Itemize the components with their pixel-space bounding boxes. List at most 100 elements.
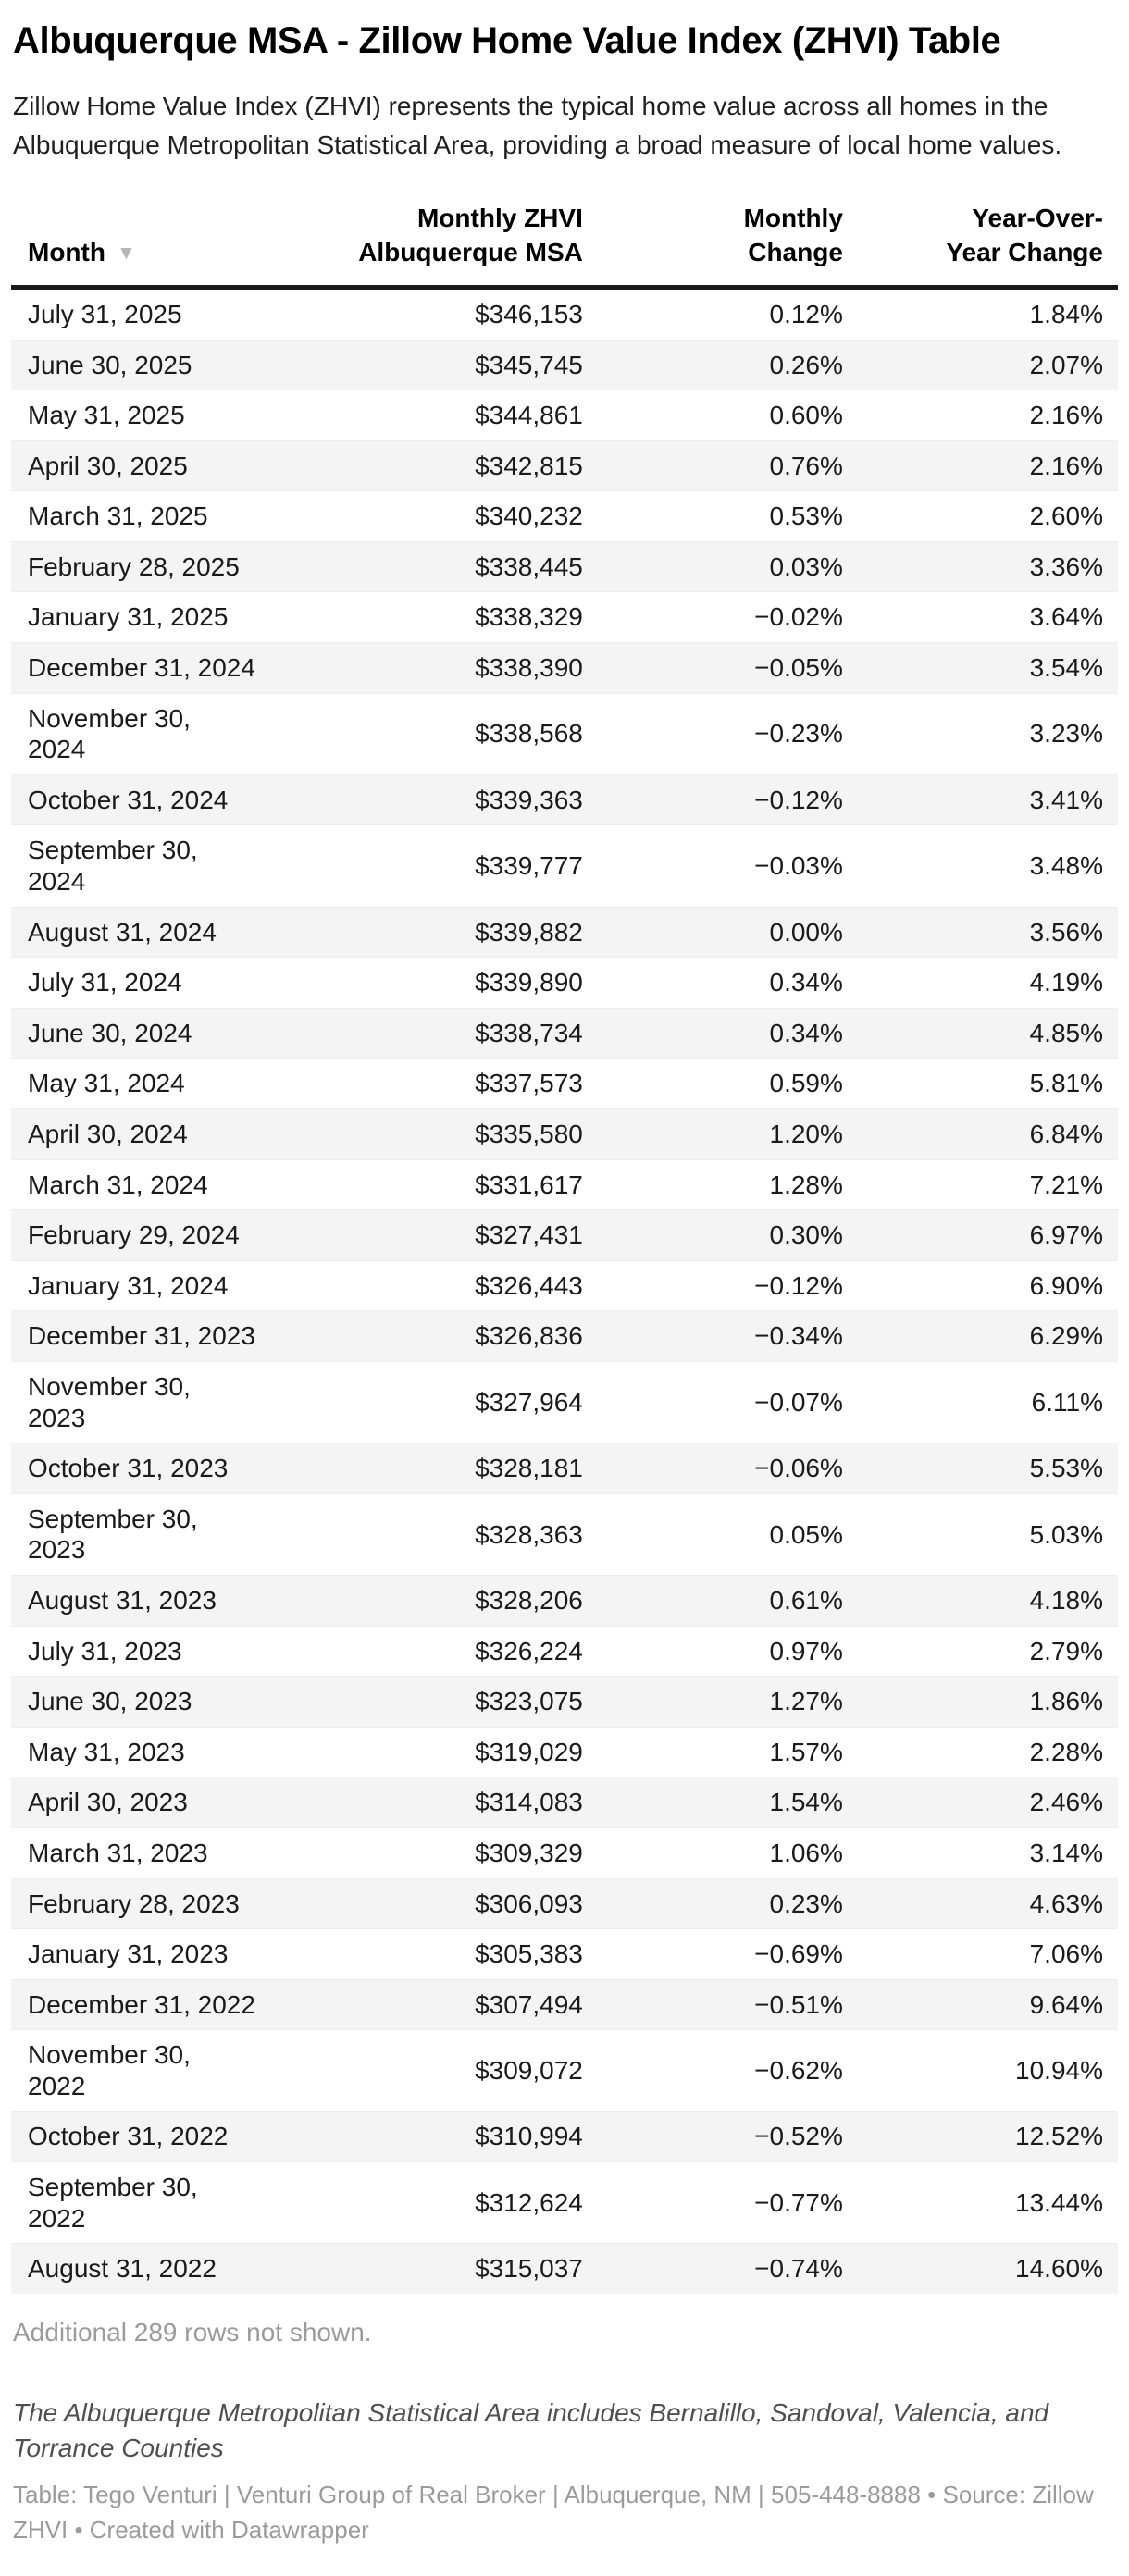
table-row: May 31, 2024 $337,573 0.59% 5.81% [11,1058,1118,1109]
month-cell: March 31, 2024 [28,1170,208,1199]
month-cell: April 30, 2025 [28,451,188,480]
column-header-monthly-change[interactable]: Monthly Change [597,196,858,290]
zhvi-cell: $327,964 [475,1387,583,1417]
month-cell: August 31, 2024 [28,917,217,947]
zhvi-cell: $344,861 [475,401,583,430]
monthly-change-cell: −0.03% [754,851,843,881]
zhvi-cell: $346,153 [475,299,583,328]
month-cell: December 31, 2024 [28,653,255,683]
yoy-change-cell: 3.54% [1029,653,1103,683]
zhvi-cell: $338,734 [475,1018,583,1047]
month-cell: November 30, 2023 [28,1371,191,1432]
table-row: July 31, 2023 $326,224 0.97% 2.79% [11,1626,1118,1677]
month-cell: March 31, 2023 [28,1838,208,1867]
monthly-change-cell: 0.30% [769,1220,843,1250]
month-cell: January 31, 2025 [28,602,229,632]
table-row: August 31, 2023 $328,206 0.61% 4.18% [11,1575,1118,1627]
column-header-zhvi[interactable]: Monthly ZHVI Albuquerque MSA [298,196,598,290]
yoy-change-cell: 1.84% [1029,299,1103,328]
zhvi-cell: $309,329 [475,1838,583,1867]
table-row: July 31, 2025 $346,153 0.12% 1.84% [11,287,1118,340]
monthly-change-cell: −0.06% [754,1454,843,1483]
monthly-change-cell: −0.07% [754,1387,843,1417]
table-row: October 31, 2023 $328,181 −0.06% 5.53% [11,1443,1118,1494]
sort-descending-icon: ▼ [116,242,136,264]
yoy-change-cell: 5.03% [1029,1519,1103,1549]
table-row: May 31, 2023 $319,029 1.57% 2.28% [11,1727,1118,1777]
yoy-change-cell: 2.46% [1029,1788,1103,1817]
column-header-month-label: Month [28,237,105,266]
monthly-change-cell: 0.26% [769,350,843,379]
month-cell: July 31, 2025 [28,299,182,328]
yoy-change-cell: 2.79% [1029,1636,1103,1666]
zhvi-cell: $338,568 [475,719,583,749]
yoy-change-cell: 6.84% [1029,1120,1103,1148]
monthly-change-cell: −0.51% [754,1989,843,2019]
month-cell: October 31, 2024 [28,785,229,814]
month-cell: November 30, 2022 [28,2040,191,2100]
monthly-change-cell: 0.61% [769,1585,843,1615]
table-row: October 31, 2024 $339,363 −0.12% 3.41% [11,774,1118,825]
month-cell: May 31, 2023 [28,1737,185,1766]
monthly-change-cell: −0.52% [754,2122,843,2151]
month-cell: April 30, 2023 [28,1788,188,1817]
month-cell: May 31, 2024 [28,1069,185,1098]
table-row: December 31, 2024 $338,390 −0.05% 3.54% [11,642,1118,694]
zhvi-cell: $342,815 [475,451,583,480]
yoy-change-cell: 1.86% [1029,1687,1103,1716]
table-row: February 28, 2025 $338,445 0.03% 3.36% [11,541,1118,592]
monthly-change-cell: −0.23% [754,719,843,749]
monthly-change-cell: −0.34% [754,1321,843,1351]
yoy-change-cell: 3.48% [1029,851,1103,881]
table-row: March 31, 2023 $309,329 1.06% 3.14% [11,1827,1118,1878]
yoy-change-cell: 4.85% [1029,1018,1103,1047]
column-header-yoy-change[interactable]: Year-Over- Year Change [857,196,1118,290]
month-cell: June 30, 2024 [28,1018,192,1047]
month-cell: October 31, 2022 [28,2122,229,2151]
yoy-change-cell: 6.97% [1029,1220,1103,1250]
yoy-change-cell: 2.07% [1029,350,1103,379]
yoy-change-cell: 6.29% [1029,1321,1103,1351]
column-header-month[interactable]: Month ▼ [11,196,299,290]
table-row: March 31, 2025 $340,232 0.53% 2.60% [11,490,1118,542]
table-row: January 31, 2023 $305,383 −0.69% 7.06% [11,1928,1118,1980]
yoy-change-cell: 13.44% [1015,2187,1103,2217]
yoy-change-cell: 2.28% [1029,1737,1103,1766]
monthly-change-cell: 0.59% [769,1069,843,1098]
table-row: June 30, 2023 $323,075 1.27% 1.86% [11,1676,1118,1728]
table-row: August 31, 2022 $315,037 −0.74% 14.60% [11,2243,1118,2294]
yoy-change-cell: 5.81% [1029,1069,1103,1098]
monthly-change-cell: −0.62% [754,2056,843,2086]
month-cell: June 30, 2023 [28,1687,192,1716]
zhvi-cell: $338,390 [475,653,583,683]
zhvi-cell: $328,206 [475,1585,583,1615]
zhvi-cell: $328,181 [475,1454,583,1483]
yoy-change-cell: 3.41% [1029,785,1103,814]
zhvi-cell: $335,580 [475,1120,583,1148]
yoy-change-cell: 14.60% [1015,2254,1103,2284]
monthly-change-cell: 0.97% [769,1636,843,1666]
table-row: November 30, 2023 $327,964 −0.07% 6.11% [11,1361,1118,1443]
table-row: June 30, 2025 $345,745 0.26% 2.07% [11,340,1118,390]
yoy-change-cell: 6.11% [1031,1387,1103,1417]
table-header: Month ▼ Monthly ZHVI Albuquerque MSA Mont… [11,196,1118,290]
month-cell: March 31, 2025 [28,502,208,531]
zhvi-cell: $339,882 [475,917,583,947]
monthly-change-cell: 1.27% [769,1687,843,1716]
table-row: February 29, 2024 $327,431 0.30% 6.97% [11,1209,1118,1261]
yoy-change-cell: 3.56% [1029,917,1103,947]
zhvi-cell: $338,445 [475,551,583,581]
monthly-change-cell: −0.12% [754,785,843,814]
month-cell: August 31, 2022 [28,2254,217,2284]
month-cell: September 30, 2023 [28,1504,198,1565]
monthly-change-cell: 0.53% [769,502,843,531]
zhvi-cell: $328,363 [475,1519,583,1549]
zhvi-data-table: Month ▼ Monthly ZHVI Albuquerque MSA Mont… [11,196,1118,2294]
table-row: July 31, 2024 $339,890 0.34% 4.19% [11,957,1118,1009]
table-row: September 30, 2024 $339,777 −0.03% 3.48% [11,824,1118,907]
zhvi-cell: $326,836 [475,1321,583,1351]
monthly-change-cell: −0.12% [754,1270,843,1300]
yoy-change-cell: 2.16% [1029,401,1103,430]
month-cell: December 31, 2022 [28,1989,255,2019]
monthly-change-cell: 1.57% [769,1737,843,1766]
